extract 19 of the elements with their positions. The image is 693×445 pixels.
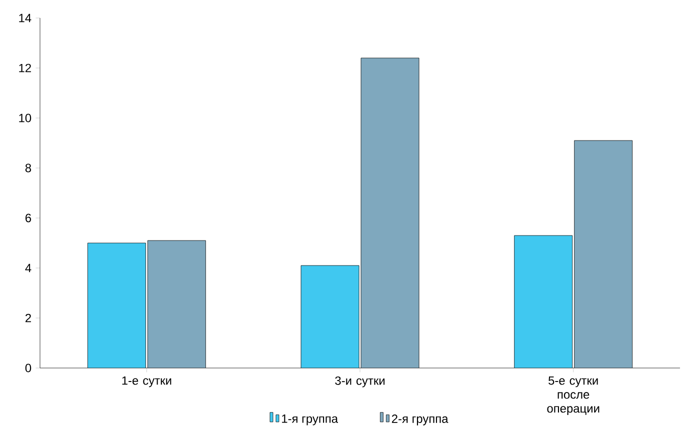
bar — [148, 240, 206, 368]
y-tick-label: 8 — [25, 164, 32, 172]
y-tick-label: 4 — [25, 264, 32, 272]
y-tick-label: 0 — [25, 364, 32, 372]
y-tick-label: 14 — [19, 14, 32, 22]
y-tick-label: 2 — [26, 314, 31, 322]
bar — [301, 266, 360, 368]
legend-label: 1-я группа — [282, 414, 338, 426]
bar — [361, 58, 419, 368]
bar — [514, 235, 573, 368]
y-tick-label: 6 — [26, 214, 32, 222]
y-tick-label: 10 — [19, 114, 32, 122]
bar — [574, 140, 633, 368]
x-tick-label: 5-е сутки после операции — [547, 376, 600, 416]
bar — [88, 243, 146, 368]
y-tick-label: 12 — [19, 64, 31, 72]
x-tick-label: 3-и сутки — [335, 376, 384, 388]
legend-label: 2-я группа — [392, 414, 448, 426]
x-tick-label: 1-е сутки — [122, 376, 172, 388]
